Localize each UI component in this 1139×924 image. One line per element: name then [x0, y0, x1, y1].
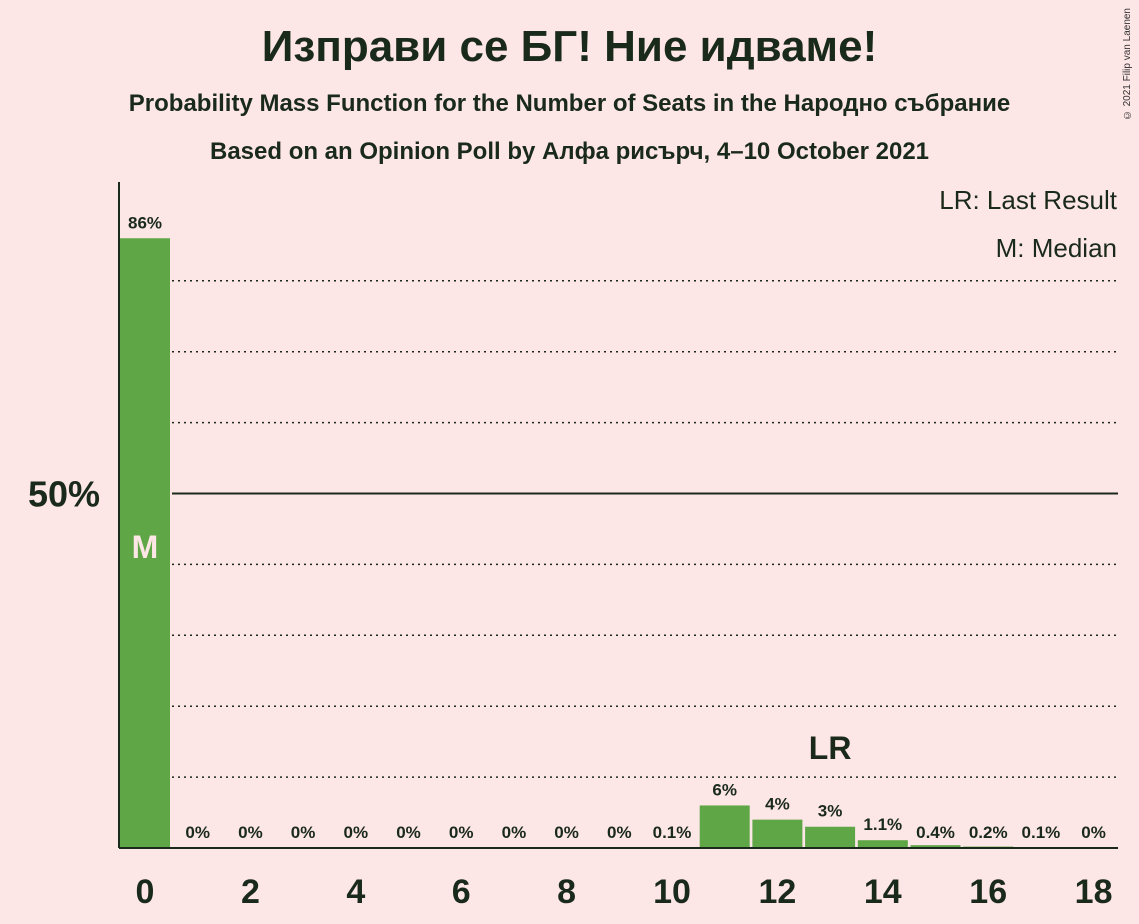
data-label-seat-10: 0.1% — [653, 823, 692, 842]
bar-seat-13 — [805, 826, 856, 848]
x-tick-label-8: 8 — [557, 873, 576, 911]
data-label-seat-15: 0.4% — [916, 823, 955, 842]
bar-seat-11 — [699, 805, 750, 848]
legend-last-result: LR: Last Result — [939, 185, 1118, 215]
x-tick-label-2: 2 — [241, 873, 260, 911]
chart-subtitle-source: Based on an Opinion Poll by Алфа рисърч,… — [209, 138, 930, 165]
x-tick-label-12: 12 — [758, 873, 796, 911]
chart-title: Изправи се БГ! Ние идваме! — [261, 22, 878, 71]
bars — [120, 238, 1066, 848]
data-label-seat-3: 0% — [291, 823, 316, 842]
data-label-seat-4: 0% — [344, 823, 369, 842]
data-label-seat-16: 0.2% — [969, 823, 1008, 842]
data-label-seat-5: 0% — [396, 823, 421, 842]
bar-seat-15 — [910, 845, 961, 848]
x-tick-label-16: 16 — [969, 873, 1007, 911]
median-marker: M — [132, 529, 159, 565]
legend-median: M: Median — [996, 233, 1117, 263]
data-label-seat-8: 0% — [554, 823, 579, 842]
data-label-seat-2: 0% — [238, 823, 263, 842]
y-tick-label-50: 50% — [28, 474, 100, 515]
data-label-seat-9: 0% — [607, 823, 632, 842]
data-label-seat-13: 3% — [818, 802, 843, 821]
data-label-seat-7: 0% — [502, 823, 527, 842]
x-tick-label-0: 0 — [136, 873, 155, 911]
x-tick-label-4: 4 — [346, 873, 365, 911]
data-label-seat-18: 0% — [1081, 823, 1106, 842]
bar-seat-12 — [752, 819, 803, 848]
x-tick-label-6: 6 — [452, 873, 471, 911]
data-label-seat-6: 0% — [449, 823, 474, 842]
data-label-seat-0: 86% — [128, 213, 162, 232]
gridlines — [172, 280, 1118, 778]
data-labels: 86% 0% 0% 0% 0% 0% 0% 0% 0% 0% 0.1% 6% 4% 3% 1.1% 0.4% 0… — [128, 213, 1106, 842]
data-label-seat-11: 6% — [712, 780, 737, 799]
bar-seat-14 — [857, 840, 908, 848]
x-tick-label-10: 10 — [653, 873, 691, 911]
data-label-seat-12: 4% — [765, 795, 790, 814]
data-label-seat-14: 1.1% — [863, 815, 902, 834]
data-label-seat-1: 0% — [185, 823, 210, 842]
x-tick-label-14: 14 — [864, 873, 902, 911]
x-tick-label-18: 18 — [1075, 873, 1113, 911]
bar-seat-0 — [120, 238, 170, 848]
chart-subtitle: Probability Mass Function for the Number… — [128, 90, 1011, 117]
axes: 50% 0 2 4 6 8 10 12 14 16 18 — [28, 182, 1118, 911]
last-result-marker: LR — [809, 730, 852, 766]
data-label-seat-17: 0.1% — [1022, 823, 1061, 842]
